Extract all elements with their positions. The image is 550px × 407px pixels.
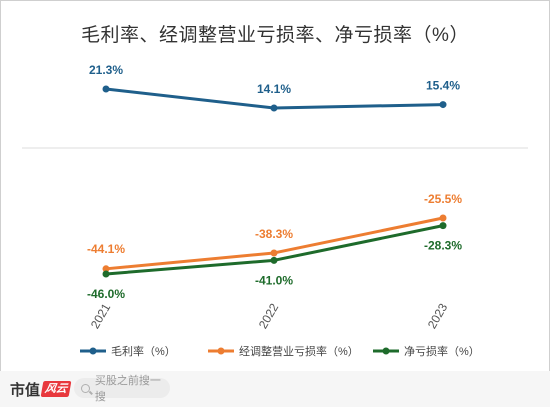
legend-label: 经调整营业亏损率（%） [239,344,359,358]
series-3-point-2021 [102,270,110,278]
data-label: -41.0% [255,273,293,287]
series-2-point-2023 [439,214,447,222]
series-1-point-2021 [102,85,110,93]
legend-label: 净亏损率（%） [404,344,480,358]
series-1-point-2022 [270,104,278,112]
data-label: 14.1% [257,82,291,96]
legend-marker [217,347,225,355]
data-label: -25.5% [424,192,462,206]
series-2-point-2022 [270,249,278,257]
search-icon [81,383,90,393]
data-label: 21.3% [89,63,123,77]
legend-marker [89,347,97,355]
x-tick-label: 2021 [88,301,114,331]
data-label: 15.4% [426,79,460,93]
chart-title: 毛利率、经调整营业亏损率、净亏损率（%） [81,25,469,46]
series-2-point-2021 [102,265,110,273]
legend-label: 毛利率（%） [111,344,176,358]
brand-logo: 市值 风云 [10,379,72,399]
series-3-point-2023 [439,222,447,230]
legend-marker [382,347,390,355]
brand-text: 市值 [10,382,41,399]
data-label: -46.0% [87,287,125,301]
data-label: -28.3% [424,239,462,253]
series-1-point-2023 [439,101,447,109]
x-tick-label: 2023 [425,301,451,331]
x-tick-label: 2022 [256,301,282,331]
search-placeholder: 买股之前搜一搜 [94,375,161,403]
data-label: -44.1% [87,242,125,256]
data-label: -38.3% [255,227,293,241]
search-box[interactable]: 买股之前搜一搜 [74,375,170,403]
brand-mark: 风云 [40,381,72,397]
series-3-point-2022 [270,256,278,264]
